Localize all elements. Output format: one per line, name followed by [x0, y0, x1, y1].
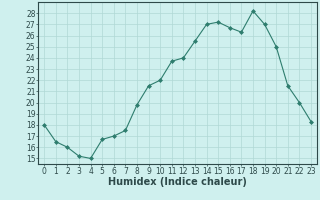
X-axis label: Humidex (Indice chaleur): Humidex (Indice chaleur) — [108, 177, 247, 187]
